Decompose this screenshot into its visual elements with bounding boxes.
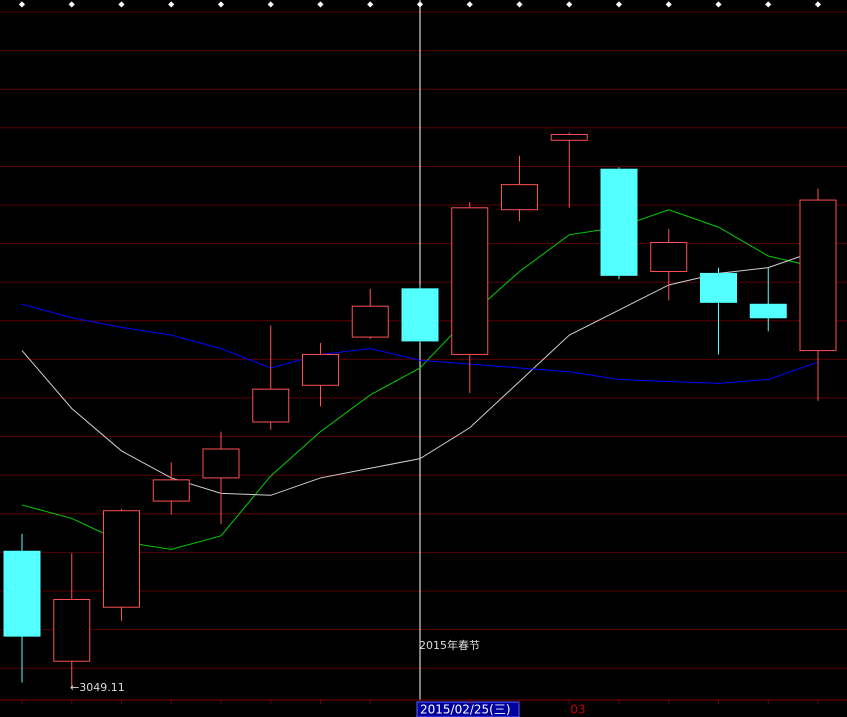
top-marker: ◆ <box>566 0 573 9</box>
top-marker: ◆ <box>467 0 474 9</box>
low-label: ←3049.11 <box>70 681 125 694</box>
candle-body <box>3 550 41 637</box>
candle-body <box>650 242 688 272</box>
candle-body <box>302 353 339 386</box>
ma-line <box>21 209 819 550</box>
candle-body <box>501 184 538 211</box>
top-marker: ◆ <box>218 0 225 9</box>
top-marker: ◆ <box>666 0 673 9</box>
top-marker: ◆ <box>118 0 125 9</box>
top-marker: ◆ <box>69 0 76 9</box>
candle-body <box>202 448 240 479</box>
candle-body <box>401 288 439 342</box>
candle-body <box>700 272 737 303</box>
x-tick-label: 03 <box>570 703 585 717</box>
top-marker: ◆ <box>765 0 772 9</box>
top-marker: ◆ <box>268 0 275 9</box>
top-marker: ◆ <box>317 0 324 9</box>
candle-body <box>600 168 638 276</box>
candle-body <box>351 305 389 338</box>
top-marker: ◆ <box>616 0 623 9</box>
ma-line <box>21 303 819 384</box>
x-tick-label: 2015/02/25(三) <box>420 703 511 717</box>
candle-body <box>103 510 140 608</box>
top-marker: ◆ <box>715 0 722 9</box>
candle-body <box>252 388 290 423</box>
candle-body <box>451 207 489 355</box>
top-marker: ◆ <box>516 0 523 9</box>
top-marker: ◆ <box>367 0 374 9</box>
ma-line <box>21 249 819 496</box>
annotation: 2015年春节 <box>419 638 480 652</box>
top-marker: ◆ <box>815 0 822 9</box>
top-marker: ◆ <box>168 0 175 9</box>
top-marker: ◆ <box>19 0 26 9</box>
candle-body <box>749 303 787 319</box>
candle-body <box>550 133 588 141</box>
candle-body <box>53 598 91 662</box>
candle-body <box>799 199 837 352</box>
date-box <box>416 701 520 717</box>
candle-body <box>152 479 190 502</box>
